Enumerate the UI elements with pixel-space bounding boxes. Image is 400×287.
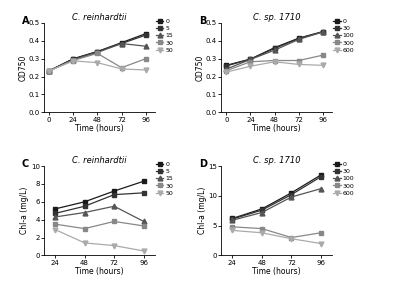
- Legend: 0, 30, 100, 300, 600: 0, 30, 100, 300, 600: [333, 162, 354, 196]
- Text: A: A: [22, 16, 29, 26]
- X-axis label: Time (hours): Time (hours): [252, 267, 301, 276]
- Legend: 0, 5, 15, 30, 50: 0, 5, 15, 30, 50: [156, 18, 173, 53]
- Title: C. sp. 1710: C. sp. 1710: [253, 156, 300, 165]
- Y-axis label: OD750: OD750: [196, 55, 204, 81]
- X-axis label: Time (hours): Time (hours): [252, 124, 301, 133]
- Title: C. reinhardtii: C. reinhardtii: [72, 13, 127, 22]
- Text: D: D: [199, 159, 207, 169]
- Y-axis label: Chl-a (mg/L): Chl-a (mg/L): [20, 187, 30, 234]
- Title: C. sp. 1710: C. sp. 1710: [253, 13, 300, 22]
- X-axis label: Time (hours): Time (hours): [75, 124, 124, 133]
- X-axis label: Time (hours): Time (hours): [75, 267, 124, 276]
- Legend: 0, 5, 15, 30, 50: 0, 5, 15, 30, 50: [156, 162, 173, 196]
- Legend: 0, 30, 100, 300, 600: 0, 30, 100, 300, 600: [333, 18, 354, 53]
- Y-axis label: Chl-a (mg/L): Chl-a (mg/L): [198, 187, 207, 234]
- Text: B: B: [199, 16, 206, 26]
- Text: C: C: [22, 159, 29, 169]
- Title: C. reinhardtii: C. reinhardtii: [72, 156, 127, 165]
- Y-axis label: OD750: OD750: [18, 55, 27, 81]
